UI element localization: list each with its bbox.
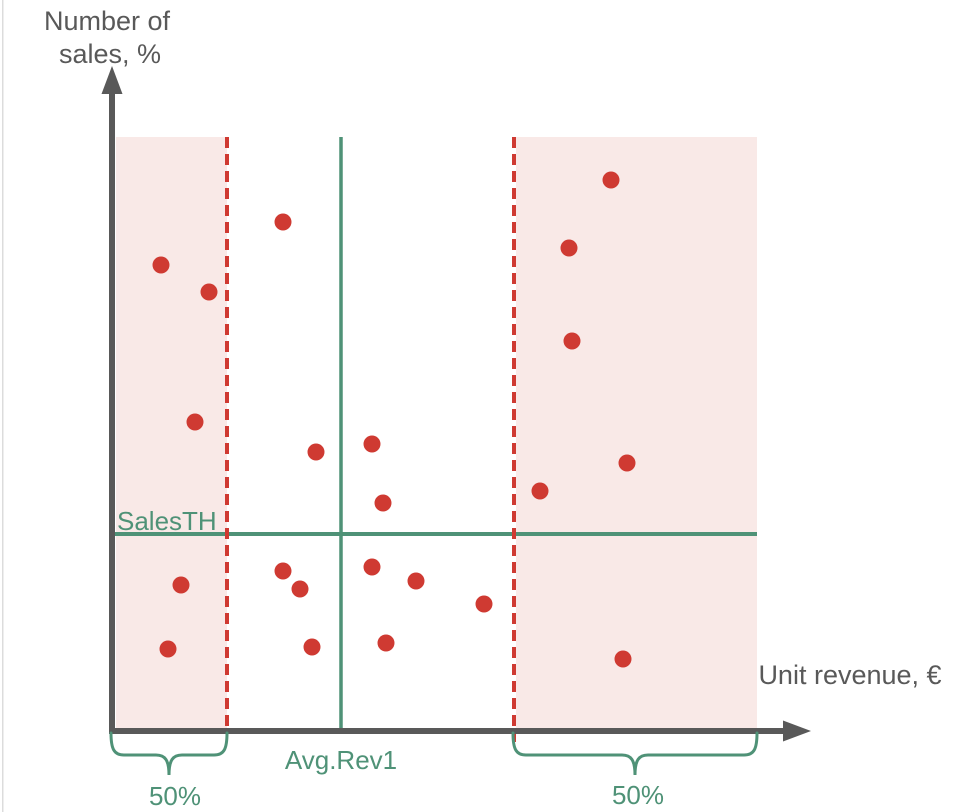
scatter-dot (531, 482, 549, 500)
left-share-brace (109, 731, 229, 776)
scatter-dot (307, 443, 325, 461)
scatter-dot (377, 634, 395, 652)
scatter-dot (303, 638, 321, 656)
scatter-dot (614, 650, 632, 668)
sales-threshold-label: SalesTH (117, 506, 217, 536)
scatter-dot (159, 640, 177, 658)
x-axis-title: Unit revenue, € (758, 660, 941, 690)
y-axis-title-line2: sales, % (59, 39, 161, 69)
scatter-dot (475, 595, 493, 613)
right-share-label: 50% (612, 780, 664, 810)
x-axis-arrowhead-icon (783, 720, 811, 742)
scatter-dot (374, 494, 392, 512)
right-share-brace (511, 731, 759, 776)
scatter-dot (560, 239, 578, 257)
scatter-dot (152, 256, 170, 274)
left-tail-region (116, 137, 227, 731)
scatter-dot (172, 576, 190, 594)
scatter-dot (200, 283, 218, 301)
right-tail-region (516, 137, 757, 731)
avg-revenue-label: Avg.Rev1 (285, 745, 397, 775)
scatter-dot (274, 562, 292, 580)
y-axis-arrowhead-icon (101, 66, 123, 94)
scatter-dot (363, 558, 381, 576)
left-share-label: 50% (149, 781, 201, 811)
y-axis-title-line1: Number of (44, 6, 171, 36)
scatter-dot (563, 332, 581, 350)
scatter-dot (186, 413, 204, 431)
scatter-dot (602, 171, 620, 189)
scatter-dot (407, 572, 425, 590)
chart-layers (101, 66, 811, 776)
scatter-dot (274, 213, 292, 231)
scatter-dot (363, 435, 381, 453)
page-left-edge (2, 0, 4, 812)
scatter-dot (291, 580, 309, 598)
scatter-dot (618, 454, 636, 472)
